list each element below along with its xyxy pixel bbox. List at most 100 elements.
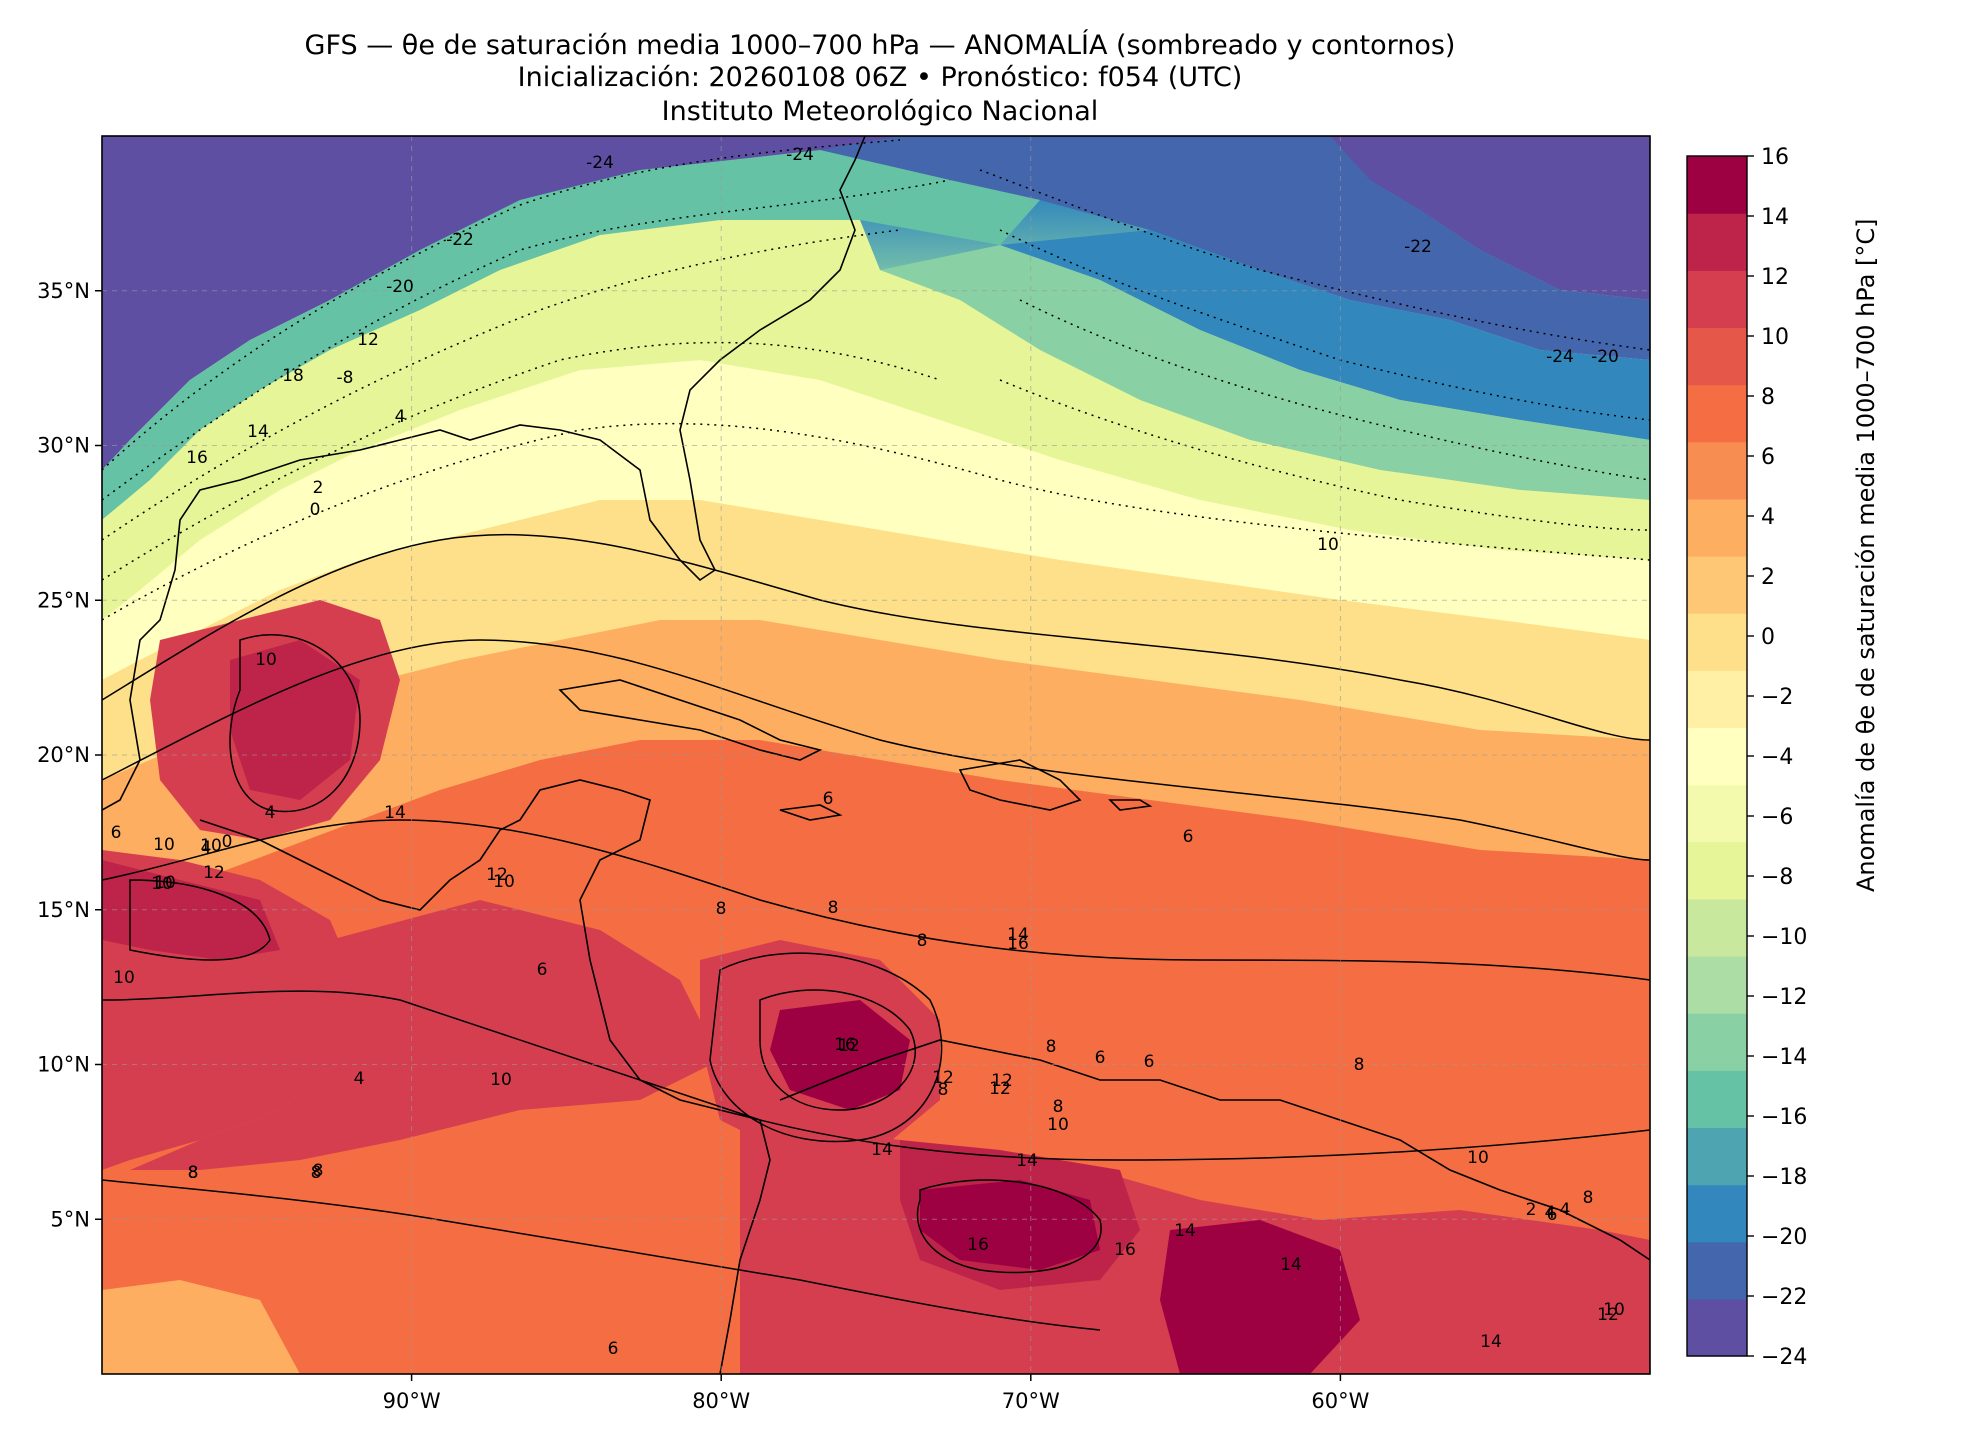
contour-label: 6: [111, 823, 122, 843]
colorbar-swatch: [1687, 1298, 1747, 1357]
field-band-m20: [1000, 230, 1650, 440]
colorbar-swatch: [1687, 898, 1747, 957]
tick-label-lon: 70°W: [1002, 1389, 1060, 1413]
contour-label: 8: [828, 898, 839, 918]
contour-p2: [102, 533, 1650, 741]
field-band-p0: [102, 500, 1650, 780]
field-warm-pacific-core: [102, 860, 280, 960]
contour-label: 8: [188, 1163, 199, 1183]
contour-label: 0: [222, 832, 233, 852]
field-band-m22: [820, 136, 1650, 360]
tick-label-lat: 20°N: [37, 743, 90, 767]
map-subtitle-init: Inicialización: 20260108 06Z • Pronóstic…: [517, 62, 1243, 93]
colorbar-tick-label: −8: [1761, 865, 1793, 890]
colorbar: 16 14 12 10 8 6 4 2 0 −2 −4 −6 −8 −10 −12 −14 −16 −18 −20 −…: [1686, 145, 1807, 1370]
contour-label: -24: [786, 145, 814, 165]
contour-label: 6: [537, 960, 548, 980]
contours-solid: [102, 533, 1650, 1331]
contours-dotted: [102, 139, 1650, 621]
contour-label: -24: [586, 153, 614, 173]
colorbar-swatch: [1687, 1013, 1747, 1071]
contour-label: 14: [1016, 1151, 1038, 1171]
contour-label: 4: [265, 803, 276, 823]
colorbar-tick-label: 0: [1761, 625, 1775, 650]
contour-label: 18: [282, 366, 304, 386]
colorbar-tick-label: −6: [1761, 805, 1793, 830]
contour-label: 14: [384, 803, 406, 823]
tick-label-lat: 35°N: [37, 279, 90, 303]
map-title: GFS — θe de saturación media 1000–700 hP…: [304, 30, 1456, 61]
contour-label: 8: [1583, 1188, 1594, 1208]
colorbar-tick-label: −24: [1761, 1345, 1807, 1370]
contour-label: 10: [1603, 1300, 1625, 1320]
colorbar-tick-label: 8: [1761, 385, 1775, 410]
contour-label: 10: [490, 1070, 512, 1090]
colorbar-swatch: [1687, 1127, 1747, 1186]
contour-label: 12: [991, 1071, 1013, 1091]
colorbar-swatch: [1687, 441, 1747, 500]
colorbar-tick-label: 10: [1761, 325, 1789, 350]
colorbar-swatch: [1687, 156, 1747, 214]
contour-label: 14: [1280, 1255, 1302, 1275]
field-band-m24-west: [102, 136, 900, 470]
colorbar-swatch: [1687, 498, 1747, 557]
contour-label: -24: [1546, 347, 1574, 367]
contour-label: 10: [113, 968, 135, 988]
contour-p16-sa: [916, 1179, 1102, 1274]
contour-label: 12: [203, 863, 225, 883]
contour-label: 8: [716, 899, 727, 919]
colorbar-tick-label: −22: [1761, 1285, 1807, 1310]
colorbar-swatch: [1687, 1241, 1747, 1300]
contour-label: 4: [201, 838, 212, 858]
contour-label: 10: [493, 872, 515, 892]
contour-label: 16: [967, 1235, 989, 1255]
tick-label-lat: 10°N: [37, 1053, 90, 1077]
contour-label: 16: [834, 1035, 856, 1055]
contour-p4: [102, 639, 1650, 861]
colorbar-tick-label: −4: [1761, 745, 1793, 770]
contour-label: 4: [354, 1069, 365, 1089]
colorbar-swatch: [1687, 956, 1747, 1014]
field-pacific-south: [102, 1280, 300, 1374]
contour-label: 12: [486, 865, 508, 885]
contour-p14-pacific: [129, 879, 271, 961]
contour-m22: [102, 139, 901, 471]
contour-label: 10: [1047, 1115, 1069, 1135]
colorbar-tick-label: 2: [1761, 565, 1775, 590]
contour-p6: [102, 819, 1650, 981]
contour-label: 8: [311, 1163, 322, 1183]
contour-m22-east: [979, 169, 1650, 351]
contour-label: 12: [989, 1079, 1011, 1099]
contour-p16-caribbean: [759, 989, 916, 1111]
tick-label-lon: 90°W: [383, 1389, 441, 1413]
colorbar-swatch: [1687, 270, 1747, 329]
contour-p12-gulf: [229, 634, 361, 813]
colorbar-tick-label: −20: [1761, 1225, 1807, 1250]
contour-label: 12: [838, 1036, 860, 1056]
field-warm-sa-east-core: [1160, 1220, 1360, 1374]
colorbar-tick-label: −16: [1761, 1105, 1807, 1130]
colorbar-tick-label: 4: [1761, 505, 1775, 530]
coastline-us-mexico: [102, 136, 866, 811]
contour-label: 8: [1053, 1097, 1064, 1117]
contour-m8-east: [999, 379, 1650, 531]
contour-label: 12: [357, 330, 379, 350]
contour-label: 4: [395, 407, 406, 427]
colorbar-tick-label: −10: [1761, 925, 1807, 950]
contour-label: 8: [1354, 1055, 1365, 1075]
tick-label-lon: 80°W: [692, 1389, 750, 1413]
coastline-hispaniola: [958, 759, 1082, 811]
contour-label: 4: [1560, 1200, 1571, 1220]
field-band-m6: [102, 220, 1650, 620]
contour-label: 14: [247, 422, 269, 442]
contour-label: 8: [313, 1161, 324, 1181]
colorbar-tick-label: 12: [1761, 265, 1789, 290]
contour-label: -20: [1591, 347, 1619, 367]
colorbar-tick-label: −2: [1761, 685, 1793, 710]
contour-m4: [102, 422, 1650, 621]
contour-label: 10: [255, 650, 277, 670]
colorbar-tick-label: −14: [1761, 1045, 1807, 1070]
contour-label: 6: [1144, 1052, 1155, 1072]
tick-label-lat: 25°N: [37, 588, 90, 612]
